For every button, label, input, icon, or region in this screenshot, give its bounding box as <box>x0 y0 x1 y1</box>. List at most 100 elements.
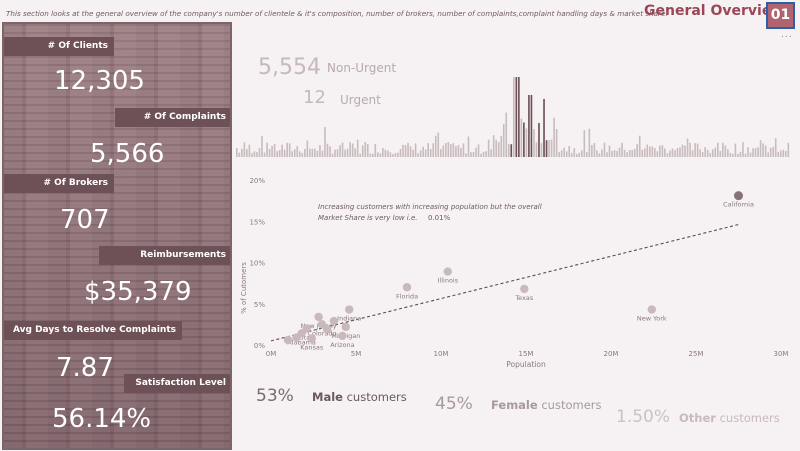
timeline-bar <box>452 143 455 157</box>
timeline-bar <box>759 140 762 157</box>
timeline-bar <box>769 147 772 157</box>
scatter-point[interactable] <box>322 325 332 334</box>
timeline-bar <box>419 150 422 157</box>
scatter-point[interactable] <box>402 283 412 292</box>
scatter-point[interactable] <box>338 331 347 341</box>
point-label: Florida <box>396 292 418 300</box>
timeline-bar <box>480 153 482 157</box>
kpi-label-satisfaction: Satisfaction Level <box>124 374 230 393</box>
timeline-bar <box>659 145 661 157</box>
scatter-point[interactable] <box>345 305 354 314</box>
timeline-bar <box>354 148 356 157</box>
timeline-bar <box>326 143 329 157</box>
timeline-bar <box>442 145 445 157</box>
timeline-bar <box>737 153 739 157</box>
timeline-bar <box>515 77 518 157</box>
scatter-point[interactable] <box>314 312 323 322</box>
timeline-bar <box>500 135 503 157</box>
timeline-bar <box>392 153 394 157</box>
male-label-rest: customers <box>342 390 407 404</box>
female-percent: 45% <box>435 394 473 414</box>
timeline-bar <box>475 147 477 157</box>
timeline-bar <box>550 139 553 157</box>
timeline-bar <box>258 148 261 157</box>
timeline-bar <box>507 143 510 157</box>
timeline-bar <box>528 95 530 157</box>
page-title: General Overview <box>644 3 785 19</box>
timeline-bar <box>268 148 271 157</box>
timeline-bar <box>739 151 742 157</box>
chart-annotation-line1: Increasing customers with increasing pop… <box>318 203 542 211</box>
scatter-point[interactable] <box>292 333 301 342</box>
timeline-bar <box>427 143 429 157</box>
kpi-value-reimbursements: $35,379 <box>84 277 192 307</box>
timeline-bar <box>568 146 571 157</box>
timeline-bar <box>601 149 603 157</box>
timeline-bar <box>467 136 470 157</box>
urgent-label: Urgent <box>340 93 381 107</box>
timeline-bar <box>555 129 558 157</box>
timeline-bar <box>293 149 296 157</box>
timeline-bar <box>648 146 651 157</box>
timeline-bar <box>369 153 372 157</box>
timeline-bar <box>583 130 586 157</box>
point-label: New York <box>637 315 667 323</box>
page-number-button[interactable]: 01 <box>766 2 795 29</box>
female-label-rest: customers <box>537 398 602 412</box>
scatter-point[interactable] <box>341 322 350 332</box>
timeline-bar <box>510 144 513 157</box>
other-label-rest: customers <box>715 411 780 425</box>
timeline-bar <box>628 150 631 157</box>
timeline-bar <box>241 148 243 157</box>
timeline-bar <box>772 147 774 157</box>
timeline-bar <box>752 148 754 157</box>
timeline-bar <box>341 142 344 157</box>
scatter-point[interactable] <box>283 335 293 345</box>
more-options-icon[interactable]: ... <box>781 30 793 40</box>
scatter-point[interactable] <box>307 334 316 343</box>
timeline-bar <box>492 135 495 157</box>
timeline-bar <box>397 152 399 157</box>
non-urgent-label: Non-Urgent <box>327 61 397 75</box>
kpi-value-complaints: 5,566 <box>90 139 165 169</box>
timeline-bar <box>525 128 528 157</box>
timeline-bar <box>447 142 450 157</box>
timeline-bar <box>349 142 351 157</box>
point-label: Utah <box>299 334 314 342</box>
timeline-bar <box>266 142 268 157</box>
scatter-point[interactable] <box>520 284 529 294</box>
scatter-point[interactable] <box>734 191 743 201</box>
timeline-bar <box>465 153 467 157</box>
timeline-bar <box>709 152 712 157</box>
timeline-bar <box>706 149 709 157</box>
y-tick-label: 0% <box>254 342 265 350</box>
other-label-bold: Other <box>679 411 716 425</box>
timeline-bar <box>747 147 749 157</box>
timeline-bar <box>303 149 306 157</box>
timeline-bar <box>414 143 417 157</box>
timeline-bar <box>457 144 460 157</box>
timeline-bar <box>344 149 346 157</box>
timeline-bar <box>460 147 462 157</box>
timeline-bar <box>782 149 785 157</box>
timeline-bar <box>757 147 759 157</box>
female-label: Female customers <box>491 398 602 412</box>
timeline-bar <box>356 139 359 157</box>
point-label: Arizona <box>330 341 354 349</box>
timeline-bar <box>314 148 316 157</box>
timeline-bar <box>580 150 583 157</box>
scatter-point[interactable] <box>329 316 339 326</box>
timeline-bar <box>651 146 654 157</box>
timeline-bar <box>394 152 397 157</box>
timeline-bar <box>439 149 442 157</box>
chart-annotation-line2: Market Share is very low i.e. <box>318 214 418 222</box>
timeline-bar <box>407 142 409 157</box>
scatter-point[interactable] <box>443 267 452 276</box>
timeline-bar <box>497 142 500 157</box>
timeline-bar <box>573 148 576 157</box>
scatter-point[interactable] <box>647 305 656 314</box>
timeline-bar <box>696 143 699 157</box>
page-description: This section looks at the general overvi… <box>6 9 668 18</box>
timeline-bar <box>283 149 286 157</box>
timeline-bar <box>679 147 681 157</box>
